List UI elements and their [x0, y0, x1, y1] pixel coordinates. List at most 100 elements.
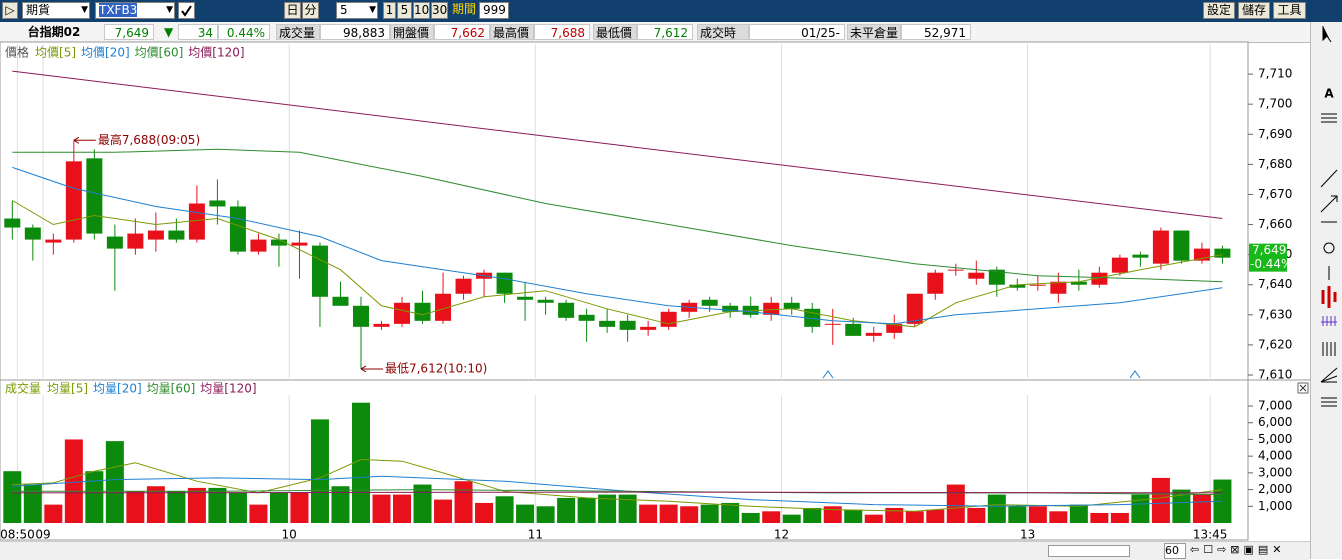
volume-bar — [85, 471, 104, 523]
fan-tool[interactable] — [1320, 367, 1338, 383]
market: 期貨 — [26, 3, 51, 17]
legend-entry: 均量[60] — [147, 382, 196, 396]
chart-area: 08:50 09 10 11 12 13 13:45 7,610 7,620 7,630 7,640… — [0, 41, 1310, 542]
pointer-tool[interactable] — [1322, 26, 1332, 43]
field-value: 7,662 — [434, 24, 490, 40]
candle-body — [578, 314, 595, 321]
x-tick-label: 13 — [1020, 528, 1035, 542]
volume-bar — [1008, 506, 1027, 523]
circle-tool[interactable] — [1323, 242, 1335, 254]
direction: ▼ — [164, 25, 174, 39]
legend-entry: 均量[120] — [200, 382, 256, 396]
volume-bar — [44, 504, 63, 523]
bars-tool[interactable] — [1322, 342, 1336, 356]
y-tick-label: 7,660 — [1258, 217, 1292, 231]
candle-body — [394, 302, 411, 324]
field-label: 成交量 — [276, 24, 320, 40]
candle-body — [947, 269, 964, 271]
tools-button[interactable]: 工具 — [1273, 2, 1306, 19]
y-tick-label: 7,640 — [1258, 277, 1292, 291]
candle-body — [373, 323, 390, 327]
contract-name: 台指期02 — [27, 25, 81, 39]
arrow-tool[interactable] — [1320, 195, 1338, 213]
volume-bar — [598, 494, 617, 523]
candle-body — [332, 296, 349, 306]
interval-button[interactable]: 1 — [383, 2, 396, 19]
y-tick-label: 7,000 — [1258, 399, 1292, 413]
text-tool-icon[interactable]: A — [1324, 87, 1334, 101]
checkbox[interactable] — [178, 2, 195, 19]
field-value: 01/25-13:44:59 — [749, 24, 845, 56]
candle-tool[interactable] — [1321, 286, 1337, 308]
candle-body — [4, 218, 21, 228]
y-tick-label: 7,710 — [1258, 67, 1292, 81]
minute-button[interactable]: 分 — [302, 2, 319, 19]
interval-button[interactable]: 5 — [397, 2, 412, 19]
y-tick-label: 2,000 — [1258, 482, 1292, 496]
market-select[interactable]: 期貨 ▼ — [22, 2, 90, 19]
interval-select[interactable]: 5 ▼ — [336, 2, 378, 19]
volume-bar — [618, 494, 637, 523]
legend-entry: 均量[5] — [47, 382, 88, 396]
candle-body — [45, 239, 62, 243]
y-tick-label: 7,620 — [1258, 337, 1292, 351]
toolbar: ▷ 期貨 ▼ TXFB3 ▼ 日 分 5 ▼ 1 5 10 30 期間 999 設定 … — [0, 0, 1342, 22]
legend-label: 成交量 — [5, 381, 41, 396]
volume-bar — [372, 494, 391, 523]
candle-body — [311, 245, 328, 297]
volume-bar — [290, 492, 309, 523]
volume-bar — [269, 492, 288, 523]
volume-bar — [393, 494, 412, 523]
zoom-input[interactable]: 60 — [1164, 543, 1186, 559]
candle-body — [1173, 230, 1190, 261]
candle-body — [352, 305, 369, 327]
interval-button[interactable]: 30 — [431, 2, 448, 19]
field-label: 開盤價 — [390, 24, 434, 40]
scrollbar[interactable] — [1048, 545, 1130, 557]
last-change: -0.44% — [1250, 257, 1292, 271]
y-tick-label: 7,670 — [1258, 187, 1292, 201]
candle-body — [291, 242, 308, 246]
period-input[interactable]: 999 — [479, 2, 509, 19]
volume-bar — [1110, 512, 1129, 523]
interval-button[interactable]: 10 — [413, 2, 430, 19]
fib-tool[interactable] — [1321, 397, 1337, 407]
field-value: 52,971 — [901, 24, 971, 40]
candle-body — [455, 278, 472, 294]
volume-bar — [864, 514, 883, 523]
volume-bar — [762, 511, 781, 523]
volume-bar — [1069, 504, 1088, 523]
x-tick-label: 11 — [528, 528, 543, 542]
grid-tool[interactable] — [1321, 316, 1337, 326]
candle-body — [147, 230, 164, 240]
symbol-select[interactable]: TXFB3 ▼ — [95, 2, 175, 19]
play-button[interactable]: ▷ — [2, 2, 18, 19]
volume-bar — [228, 492, 247, 523]
volume-bar — [926, 509, 945, 523]
lines-tool[interactable] — [1321, 113, 1337, 123]
volume-bar — [803, 507, 822, 523]
close-icon — [1299, 384, 1307, 392]
field-value: 7,688 — [534, 24, 590, 40]
day-button[interactable]: 日 — [284, 2, 301, 19]
y-tick-label: 6,000 — [1258, 415, 1292, 429]
settings-button[interactable]: 設定 — [1203, 2, 1235, 19]
annotation-arrow — [360, 365, 383, 373]
ma-line — [12, 200, 1223, 328]
candle-body — [106, 236, 123, 249]
candle-body — [1152, 230, 1169, 264]
volume-bar — [1192, 494, 1211, 523]
save-button[interactable]: 儲存 — [1238, 2, 1270, 19]
candle-body — [414, 302, 431, 321]
field-label: 未平倉量 — [847, 24, 901, 40]
footer-buttons[interactable]: ⇦☐⇨⊠▣▤✕ — [1190, 543, 1286, 556]
tool-icons: A — [1320, 26, 1338, 407]
legend-entry: 均價[60] — [135, 46, 184, 60]
volume-bar — [967, 507, 986, 523]
last-price-tag — [1249, 243, 1287, 272]
y-tick-label: 7,630 — [1258, 307, 1292, 321]
candle-body — [558, 302, 575, 318]
candle-body — [886, 323, 903, 333]
line-tool[interactable] — [1320, 169, 1338, 188]
candle-body — [1132, 254, 1149, 258]
